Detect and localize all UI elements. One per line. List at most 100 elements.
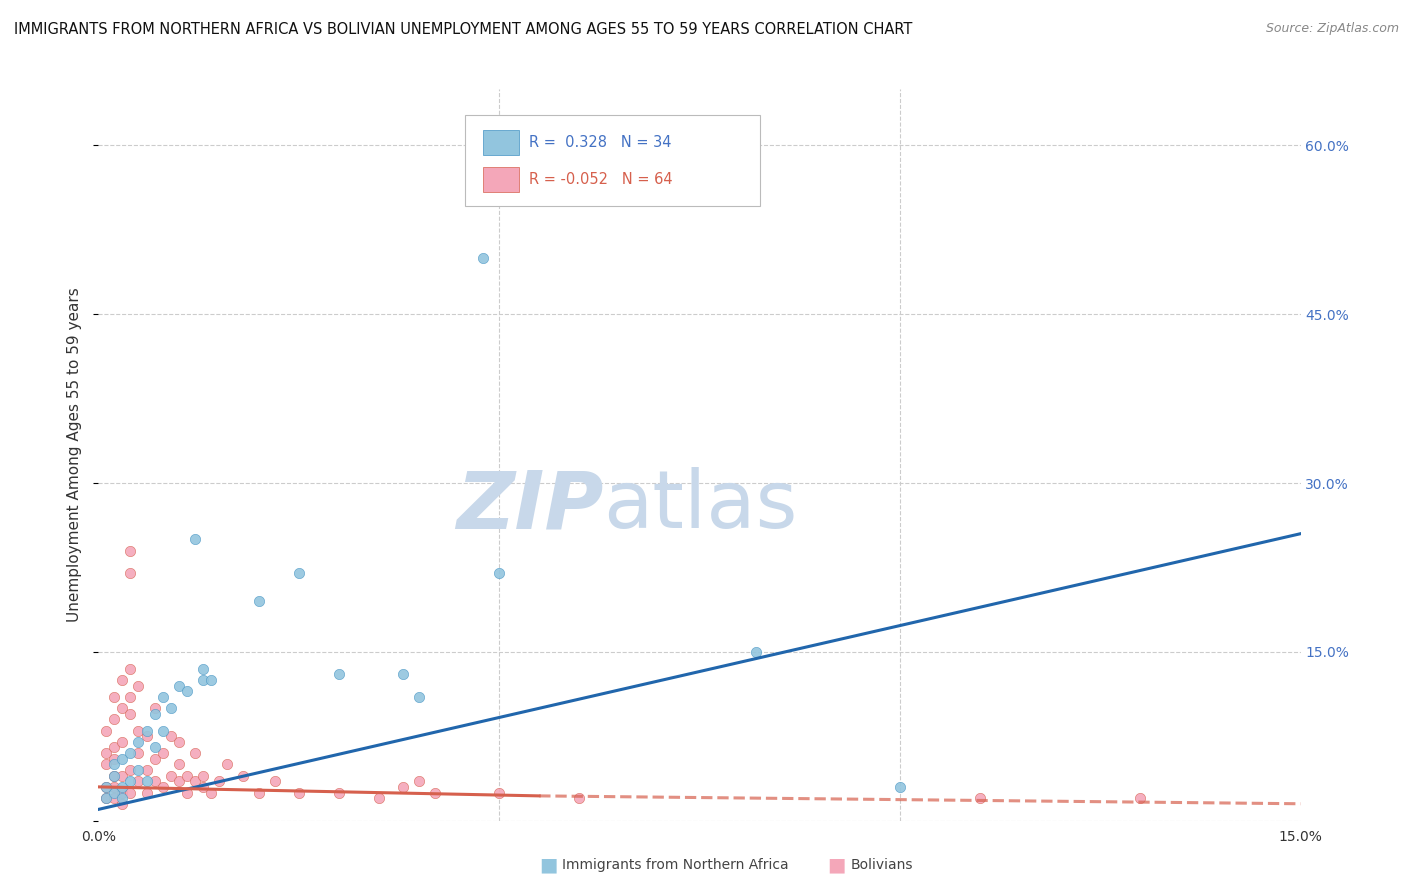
Point [111, 735, 134, 749]
Point [111, 701, 134, 715]
Point [103, 740, 125, 755]
Point [488, 566, 510, 580]
Point [969, 791, 991, 805]
Point [111, 797, 134, 811]
Point [889, 780, 911, 794]
Point [111, 769, 134, 783]
Point [143, 752, 166, 766]
Text: R = -0.052   N = 64: R = -0.052 N = 64 [529, 171, 672, 186]
Point [120, 662, 142, 676]
Point [143, 701, 166, 715]
Point [96, 791, 118, 805]
Point [103, 780, 125, 794]
Point [208, 774, 231, 789]
Point [247, 785, 270, 799]
Point [191, 780, 214, 794]
Text: ■: ■ [538, 855, 558, 875]
Text: Immigrants from Northern Africa: Immigrants from Northern Africa [562, 858, 789, 872]
Point [135, 774, 157, 789]
Point [103, 757, 125, 772]
Point [143, 774, 166, 789]
Point [568, 791, 591, 805]
Point [120, 706, 142, 721]
Point [167, 679, 190, 693]
Point [183, 746, 205, 760]
FancyBboxPatch shape [484, 130, 519, 155]
Point [128, 774, 150, 789]
Point [191, 769, 214, 783]
Text: R =  0.328   N = 34: R = 0.328 N = 34 [529, 135, 671, 150]
Point [96, 723, 118, 738]
Point [159, 769, 181, 783]
Point [103, 785, 125, 799]
Text: IMMIGRANTS FROM NORTHERN AFRICA VS BOLIVIAN UNEMPLOYMENT AMONG AGES 55 TO 59 YEA: IMMIGRANTS FROM NORTHERN AFRICA VS BOLIV… [14, 22, 912, 37]
Point [176, 769, 198, 783]
Point [191, 673, 214, 687]
Point [167, 757, 190, 772]
Point [176, 785, 198, 799]
Point [96, 780, 118, 794]
Point [128, 679, 150, 693]
Point [328, 785, 350, 799]
Point [263, 774, 285, 789]
Point [120, 690, 142, 704]
Point [120, 566, 142, 580]
Point [167, 774, 190, 789]
Point [103, 769, 125, 783]
Point [96, 746, 118, 760]
Point [328, 667, 350, 681]
Point [472, 251, 495, 265]
Point [120, 543, 142, 558]
Point [183, 774, 205, 789]
Point [135, 785, 157, 799]
Point [159, 701, 181, 715]
Point [167, 735, 190, 749]
Point [111, 673, 134, 687]
Point [423, 785, 446, 799]
Point [408, 774, 430, 789]
Point [103, 791, 125, 805]
Point [368, 791, 391, 805]
Point [128, 746, 150, 760]
Text: ■: ■ [827, 855, 846, 875]
FancyBboxPatch shape [484, 167, 519, 192]
Text: Bolivians: Bolivians [851, 858, 912, 872]
Point [128, 763, 150, 777]
Point [392, 780, 415, 794]
Point [128, 735, 150, 749]
Point [152, 723, 174, 738]
Point [191, 662, 214, 676]
Point [120, 785, 142, 799]
Point [143, 706, 166, 721]
Point [135, 763, 157, 777]
Point [103, 712, 125, 726]
Y-axis label: Unemployment Among Ages 55 to 59 years: Unemployment Among Ages 55 to 59 years [67, 287, 83, 623]
Text: Source: ZipAtlas.com: Source: ZipAtlas.com [1265, 22, 1399, 36]
Point [96, 791, 118, 805]
Point [152, 690, 174, 704]
Point [152, 780, 174, 794]
Point [200, 785, 222, 799]
Text: atlas: atlas [603, 467, 797, 545]
Point [215, 757, 238, 772]
Point [135, 723, 157, 738]
Point [96, 780, 118, 794]
Point [159, 729, 181, 743]
Point [247, 594, 270, 608]
Point [288, 785, 311, 799]
Point [111, 785, 134, 799]
Point [111, 752, 134, 766]
Point [176, 684, 198, 698]
Point [120, 774, 142, 789]
Point [120, 746, 142, 760]
Point [744, 645, 766, 659]
Point [103, 690, 125, 704]
Point [152, 746, 174, 760]
Point [288, 566, 311, 580]
Point [96, 757, 118, 772]
Point [120, 763, 142, 777]
Point [183, 533, 205, 547]
Point [128, 723, 150, 738]
Point [1129, 791, 1152, 805]
Point [103, 769, 125, 783]
